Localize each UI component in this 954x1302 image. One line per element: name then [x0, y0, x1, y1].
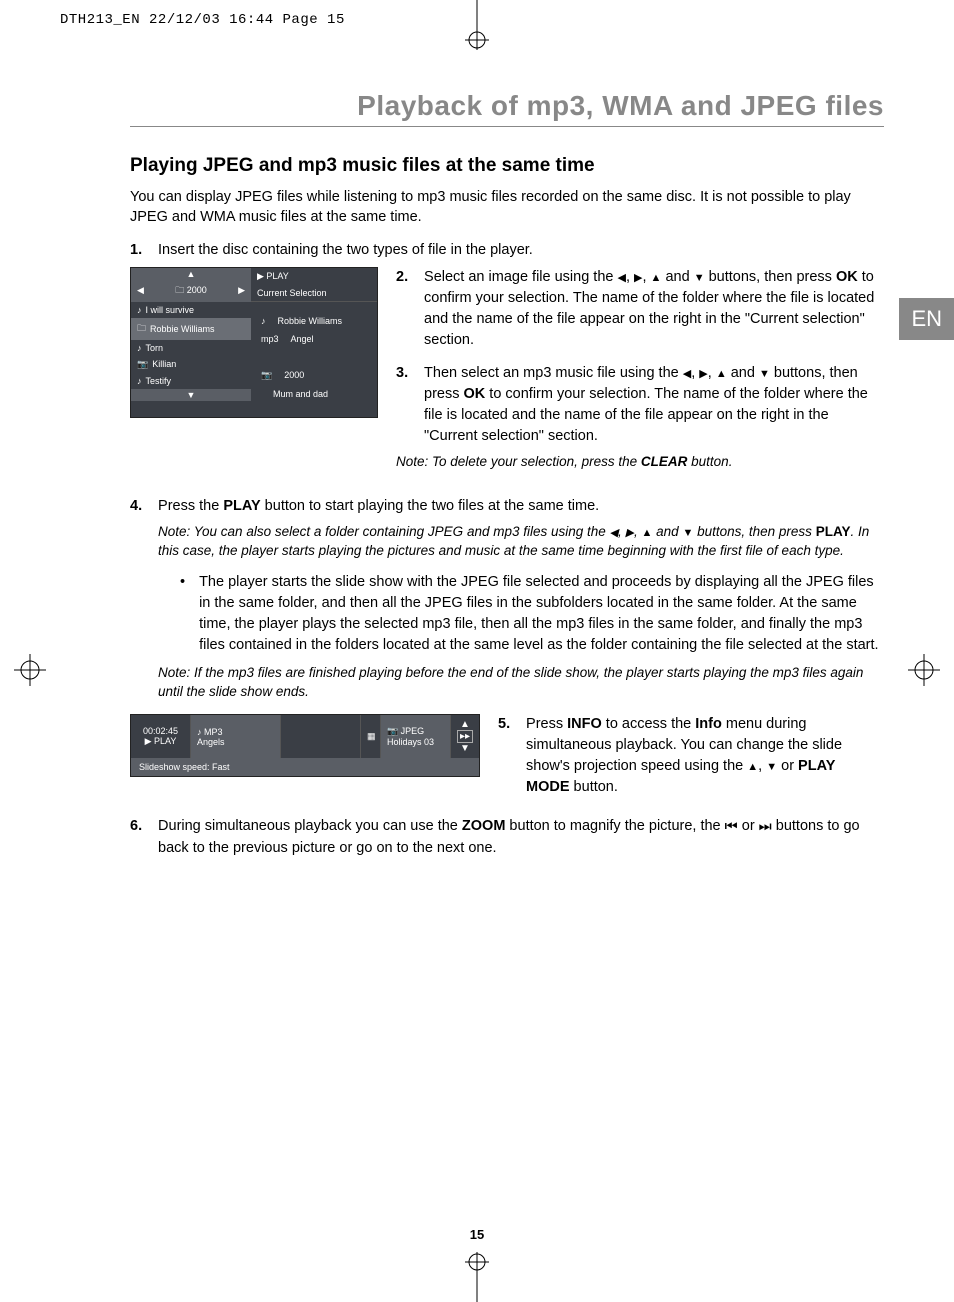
folder-name: 2000 [187, 285, 207, 295]
skip-forward-icon: ⏭ [759, 817, 772, 838]
up-arrow-icon: ▲ [747, 760, 758, 776]
left-arrow-icon: ◀ [610, 526, 618, 541]
list-item-selected: 🗀Robbie Williams [131, 318, 251, 340]
right-arrow-icon: ▶ [626, 526, 634, 541]
down-arrow-icon: ▼ [766, 760, 777, 776]
registration-mark-left-icon [10, 650, 50, 690]
page-number: 15 [0, 1227, 954, 1242]
down-arrow-icon: ▼ [682, 526, 693, 541]
list-item: ♪I will survive [131, 302, 251, 318]
step-text: Insert the disc containing the two types… [158, 240, 882, 261]
step-text: Then select an mp3 music file using the … [424, 363, 882, 447]
list-item: 📷Killian [131, 356, 251, 373]
step-number: 5. [498, 714, 522, 735]
step-1: 1. Insert the disc containing the two ty… [130, 240, 884, 261]
language-tab: EN [899, 298, 954, 340]
mp3-info: ♪ MP3 Angels [191, 715, 281, 758]
scroll-down-icon: ▼ [131, 389, 251, 401]
slideshow-speed: Slideshow speed: Fast [131, 758, 479, 776]
left-arrow-icon: ◀ [617, 271, 625, 287]
selection-track: mp3Angel [251, 330, 377, 348]
registration-mark-right-icon [904, 650, 944, 690]
note-clear: Note: To delete your selection, press th… [396, 453, 884, 472]
bullet-item: • The player starts the slide show with … [180, 572, 884, 656]
page-title: Playback of mp3, WMA and JPEG files [130, 90, 884, 127]
crop-mark-top-icon [447, 0, 507, 50]
scroll-up-icon: ▲ [131, 268, 251, 280]
intro-paragraph: You can display JPEG files while listeni… [130, 187, 884, 228]
up-arrow-icon: ▲ [651, 271, 662, 287]
step-text: Press the PLAY button to start playing t… [158, 496, 882, 517]
right-arrow-icon: ▶ [634, 271, 642, 287]
step-number: 4. [130, 496, 154, 517]
step-text: Press INFO to access the Info menu durin… [526, 714, 882, 798]
playback-bar-figure: 00:02:45 ▶ PLAY ♪ MP3 Angels ▦ 📷 JPEG Ho… [130, 714, 480, 777]
step-text: Select an image file using the ◀, ▶, ▲ a… [424, 267, 882, 351]
up-arrow-icon: ▲ [642, 526, 653, 541]
print-header: DTH213_EN 22/12/03 16:44 Page 15 [60, 12, 345, 28]
step-5: 5. Press INFO to access the Info menu du… [498, 714, 884, 798]
grid-icon: ▦ [361, 715, 381, 758]
file-browser-figure: ▲ ◀ 🗀 2000 ▶ ♪I will survive 🗀Robbie Wil… [130, 267, 378, 418]
playback-time: 00:02:45 ▶ PLAY [131, 715, 191, 758]
step-number: 2. [396, 267, 420, 288]
note-step4: Note: You can also select a folder conta… [158, 523, 884, 561]
section-heading: Playing JPEG and mp3 music files at the … [130, 155, 884, 177]
step-3: 3. Then select an mp3 music file using t… [396, 363, 884, 447]
up-arrow-icon: ▲ [716, 367, 727, 383]
skip-back-icon: ⏮ [725, 817, 738, 838]
step-text: During simultaneous playback you can use… [158, 816, 882, 859]
down-arrow-icon: ▼ [694, 271, 705, 287]
left-arrow-icon: ◀ [683, 367, 691, 383]
page-content: Playback of mp3, WMA and JPEG files EN P… [130, 90, 884, 865]
selection-folder: 📷2000 [251, 366, 377, 385]
step-4: 4. Press the PLAY button to start playin… [130, 496, 884, 517]
step-2: 2. Select an image file using the ◀, ▶, … [396, 267, 884, 351]
down-arrow-icon: ▼ [759, 367, 770, 383]
bullet-icon: • [180, 572, 185, 656]
step-number: 6. [130, 816, 154, 837]
selection-file: Mum and dad [251, 385, 377, 403]
folder-header: ◀ 🗀 2000 ▶ [131, 280, 251, 302]
current-selection-label: Current Selection [251, 285, 377, 302]
list-item: ♪Torn [131, 340, 251, 356]
note-loop: Note: If the mp3 files are finished play… [158, 664, 884, 702]
step-number: 3. [396, 363, 420, 384]
crop-mark-bottom-icon [447, 1252, 507, 1302]
slideshow-scroll-icon: ▲ ▸▸ ▼ [451, 715, 479, 758]
list-item: ♪Testify [131, 373, 251, 389]
step-number: 1. [130, 240, 154, 261]
selection-artist: ♪Robbie Williams [251, 312, 377, 330]
play-indicator: ▶ PLAY [251, 268, 377, 285]
step-6: 6. During simultaneous playback you can … [130, 816, 884, 859]
jpeg-info: 📷 JPEG Holidays 03 [381, 715, 451, 758]
right-arrow-icon: ▶ [699, 367, 707, 383]
